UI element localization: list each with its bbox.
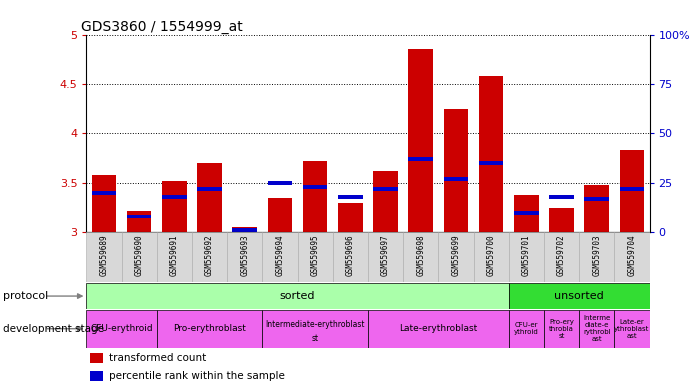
Text: CFU-er
ythroid: CFU-er ythroid <box>514 322 539 335</box>
Bar <box>479 161 504 165</box>
Bar <box>232 228 257 232</box>
Text: sorted: sorted <box>280 291 315 301</box>
Bar <box>162 181 187 232</box>
Text: GSM559703: GSM559703 <box>592 235 601 276</box>
Bar <box>86 283 509 309</box>
Bar <box>90 353 103 362</box>
Bar <box>92 175 116 232</box>
Bar <box>514 195 539 232</box>
Text: GSM559699: GSM559699 <box>451 235 460 276</box>
Text: unsorted: unsorted <box>554 291 604 301</box>
Bar <box>338 203 363 232</box>
Text: Intermediate-erythroblast: Intermediate-erythroblast <box>265 320 365 329</box>
Bar <box>303 161 328 232</box>
Text: Pro-erythroblast: Pro-erythroblast <box>173 324 246 333</box>
Text: GSM559691: GSM559691 <box>170 235 179 276</box>
Bar <box>549 208 574 232</box>
Text: protocol: protocol <box>3 291 48 301</box>
Bar <box>373 187 398 191</box>
Text: transformed count: transformed count <box>108 353 206 363</box>
Bar <box>514 210 539 215</box>
Bar <box>438 232 473 282</box>
Text: GSM559698: GSM559698 <box>416 235 425 276</box>
Bar <box>614 232 650 282</box>
Text: GSM559695: GSM559695 <box>311 235 320 276</box>
Bar <box>620 187 644 191</box>
Bar <box>549 195 574 199</box>
Bar <box>544 232 579 282</box>
Bar <box>92 191 116 195</box>
Bar <box>90 371 103 381</box>
Bar <box>86 310 157 348</box>
Text: Late-er
ythroblast
ast: Late-er ythroblast ast <box>614 319 650 339</box>
Bar <box>227 232 263 282</box>
Bar <box>263 232 298 282</box>
Text: GSM559692: GSM559692 <box>205 235 214 276</box>
Bar <box>303 185 328 189</box>
Bar <box>127 215 151 218</box>
Bar <box>86 232 122 282</box>
Bar <box>122 232 157 282</box>
Bar <box>338 195 363 199</box>
Bar <box>620 150 644 232</box>
Text: GSM559704: GSM559704 <box>627 235 636 276</box>
Text: GSM559702: GSM559702 <box>557 235 566 276</box>
Bar <box>298 232 333 282</box>
Bar <box>479 76 504 232</box>
Bar <box>192 232 227 282</box>
Text: percentile rank within the sample: percentile rank within the sample <box>108 371 285 381</box>
Bar <box>544 310 579 348</box>
Text: Interme
diate-e
rythrobl
ast: Interme diate-e rythrobl ast <box>583 315 611 342</box>
Bar <box>333 232 368 282</box>
Text: development stage: development stage <box>3 324 104 334</box>
Text: Late-erythroblast: Late-erythroblast <box>399 324 477 333</box>
Text: GSM559696: GSM559696 <box>346 235 355 276</box>
Bar <box>473 232 509 282</box>
Text: Pro-ery
throbla
st: Pro-ery throbla st <box>549 319 574 339</box>
Bar <box>267 181 292 185</box>
Text: GSM559700: GSM559700 <box>486 235 495 276</box>
Text: GSM559689: GSM559689 <box>100 235 108 276</box>
Bar <box>157 232 192 282</box>
Text: GDS3860 / 1554999_at: GDS3860 / 1554999_at <box>81 20 243 33</box>
Text: GSM559701: GSM559701 <box>522 235 531 276</box>
Bar <box>263 310 368 348</box>
Text: st: st <box>312 334 319 343</box>
Bar <box>197 163 222 232</box>
Bar <box>444 109 468 232</box>
Bar <box>267 198 292 232</box>
Text: GSM559697: GSM559697 <box>381 235 390 276</box>
Bar <box>579 232 614 282</box>
Text: GSM559693: GSM559693 <box>240 235 249 276</box>
Bar <box>585 185 609 232</box>
Bar <box>368 310 509 348</box>
Bar <box>403 232 438 282</box>
Bar <box>579 310 614 348</box>
Bar <box>509 232 544 282</box>
Bar <box>408 157 433 161</box>
Bar <box>162 195 187 199</box>
Text: GSM559694: GSM559694 <box>276 235 285 276</box>
Bar <box>368 232 403 282</box>
Bar <box>585 197 609 201</box>
Bar <box>509 310 544 348</box>
Bar <box>509 283 650 309</box>
Text: GSM559690: GSM559690 <box>135 235 144 276</box>
Bar <box>408 50 433 232</box>
Bar <box>614 310 650 348</box>
Bar <box>444 177 468 181</box>
Bar <box>373 171 398 232</box>
Bar <box>157 310 263 348</box>
Bar <box>127 210 151 232</box>
Bar <box>232 227 257 232</box>
Text: CFU-erythroid: CFU-erythroid <box>91 324 153 333</box>
Bar <box>197 187 222 191</box>
